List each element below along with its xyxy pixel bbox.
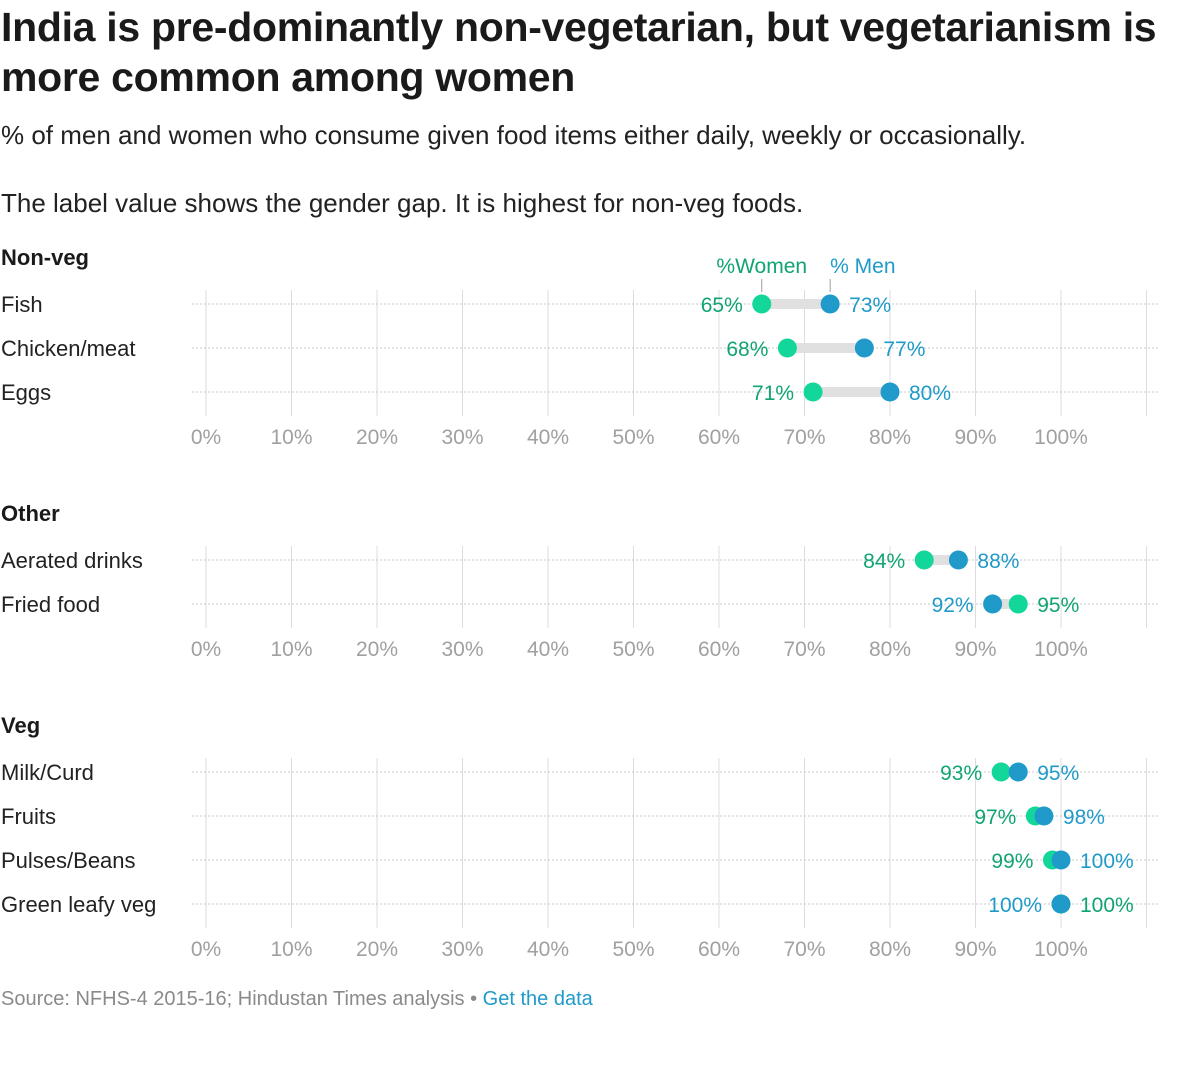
group-header: Other — [1, 501, 60, 526]
women-value-label: 97% — [974, 806, 1016, 829]
men-dot — [983, 594, 1003, 614]
women-value-label: 100% — [1080, 894, 1134, 917]
get-the-data-link[interactable]: Get the data — [482, 988, 593, 1010]
footer: Source: NFHS-4 2015-16; Hindustan Times … — [1, 988, 593, 1011]
tick-label: 80% — [869, 426, 911, 449]
men-value-label: 77% — [883, 338, 925, 361]
men-value-label: 92% — [932, 594, 974, 617]
chart-title: India is pre-dominantly non-vegetarian, … — [1, 4, 1157, 100]
tick-label: 60% — [698, 638, 740, 661]
women-dot — [777, 338, 797, 358]
tick-label: 90% — [954, 638, 996, 661]
women-dot — [914, 550, 934, 570]
category-label: Milk/Curd — [1, 760, 94, 785]
tick-label: 10% — [270, 938, 312, 961]
men-value-label: 95% — [1037, 762, 1079, 785]
tick-label: 0% — [191, 938, 221, 961]
tick-label: 90% — [954, 938, 996, 961]
category-label: Fruits — [1, 804, 56, 829]
chart-subtitle: % of men and women who consume given foo… — [1, 120, 1027, 150]
tick-label: 70% — [783, 426, 825, 449]
tick-label: 60% — [698, 938, 740, 961]
tick-label: 10% — [270, 638, 312, 661]
category-label: Green leafy veg — [1, 892, 156, 917]
tick-label: 80% — [869, 938, 911, 961]
men-dot — [854, 338, 874, 358]
category-label: Fried food — [1, 592, 100, 617]
men-value-label: 100% — [988, 894, 1042, 917]
women-dot — [1008, 594, 1028, 614]
tick-label: 20% — [356, 638, 398, 661]
tick-label: 40% — [527, 638, 569, 661]
tick-label: 100% — [1034, 426, 1088, 449]
tick-label: 30% — [441, 938, 483, 961]
women-value-label: 65% — [701, 294, 743, 317]
footer-separator: • — [464, 988, 483, 1010]
tick-label: 50% — [612, 638, 654, 661]
men-dot — [948, 550, 968, 570]
tick-label: 60% — [698, 426, 740, 449]
women-dot — [991, 762, 1011, 782]
tick-label: 10% — [270, 426, 312, 449]
women-value-label: 71% — [752, 382, 794, 405]
men-dot — [1051, 894, 1071, 914]
men-dot — [1034, 806, 1054, 826]
source-text: Source: NFHS-4 2015-16; Hindustan Times … — [1, 988, 465, 1010]
group-header: Veg — [1, 713, 40, 738]
men-value-label: 88% — [977, 550, 1019, 573]
tick-label: 70% — [783, 938, 825, 961]
tick-label: 50% — [612, 426, 654, 449]
group-header: Non-veg — [1, 245, 89, 270]
tick-label: 100% — [1034, 638, 1088, 661]
women-value-label: 99% — [991, 850, 1033, 873]
men-value-label: 73% — [849, 294, 891, 317]
women-dot — [752, 294, 772, 314]
women-value-label: 84% — [863, 550, 905, 573]
men-dot — [1008, 762, 1028, 782]
tick-label: 30% — [441, 638, 483, 661]
category-label: Eggs — [1, 380, 51, 405]
category-label: Chicken/meat — [1, 336, 136, 361]
men-dot — [1051, 850, 1071, 870]
tick-label: 20% — [356, 426, 398, 449]
men-value-label: 98% — [1063, 806, 1105, 829]
tick-label: 0% — [191, 638, 221, 661]
men-value-label: 100% — [1080, 850, 1134, 873]
men-dot — [880, 382, 900, 402]
men-dot — [820, 294, 840, 314]
tick-label: 100% — [1034, 938, 1088, 961]
category-label: Pulses/Beans — [1, 848, 136, 873]
tick-label: 40% — [527, 426, 569, 449]
women-dot — [803, 382, 823, 402]
tick-label: 80% — [869, 638, 911, 661]
tick-label: 50% — [612, 938, 654, 961]
tick-label: 0% — [191, 426, 221, 449]
tick-label: 70% — [783, 638, 825, 661]
legend-men: % Men — [830, 255, 895, 278]
women-value-label: 93% — [940, 762, 982, 785]
legend-women: %Women — [716, 255, 807, 278]
tick-label: 90% — [954, 426, 996, 449]
women-value-label: 68% — [726, 338, 768, 361]
tick-label: 30% — [441, 426, 483, 449]
category-label: Fish — [1, 292, 43, 317]
men-value-label: 80% — [909, 382, 951, 405]
women-value-label: 95% — [1037, 594, 1079, 617]
chart-note: The label value shows the gender gap. It… — [1, 188, 804, 218]
category-label: Aerated drinks — [1, 548, 143, 573]
tick-label: 40% — [527, 938, 569, 961]
tick-label: 20% — [356, 938, 398, 961]
